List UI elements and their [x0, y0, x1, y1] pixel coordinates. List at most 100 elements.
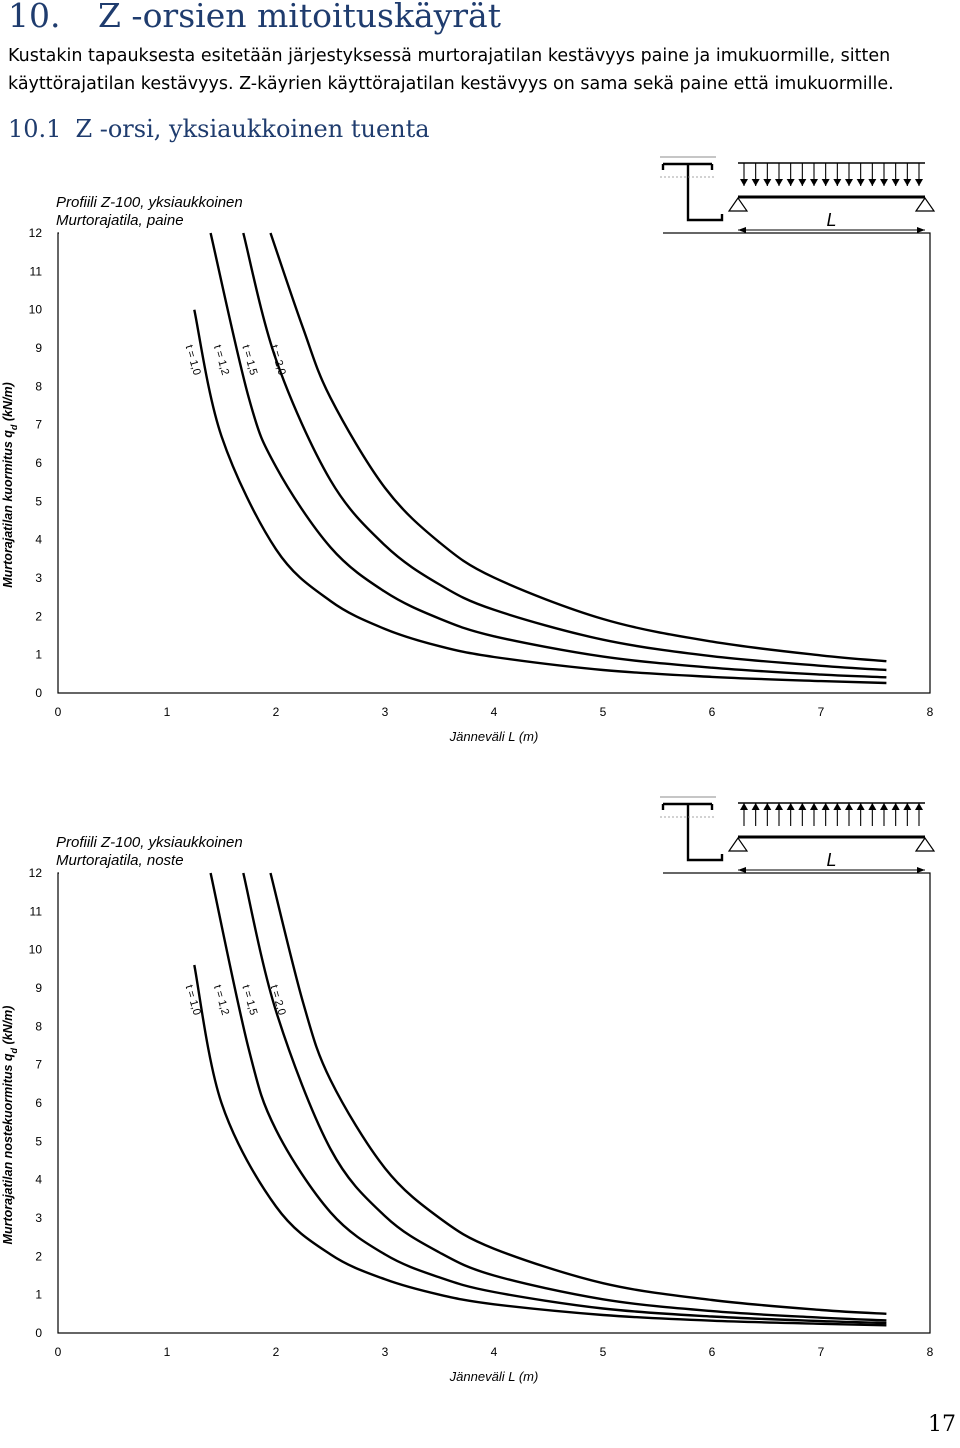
arrow-head-down — [763, 179, 772, 186]
y-tick-label: 3 — [35, 1211, 42, 1225]
series-label: t = 2,0 — [268, 344, 288, 377]
y-axis-label: Murtorajatilan kuormitus qd (kN/m) — [1, 382, 19, 588]
series-curve — [269, 232, 887, 663]
x-axis-label: Jänneväli L (m) — [449, 1369, 539, 1384]
plot-frame — [57, 232, 931, 694]
x-tick-label: 2 — [273, 705, 280, 719]
arrow-head-down — [833, 179, 842, 186]
x-tick-label: 7 — [818, 705, 825, 719]
y-axis-label-subscript: d — [9, 424, 19, 430]
y-tick-label: 5 — [35, 1134, 42, 1148]
arrow-head-down — [821, 179, 830, 186]
y-tick-label: 7 — [35, 418, 42, 432]
arrow-head-down — [880, 179, 888, 186]
x-tick-label: 1 — [164, 1345, 171, 1359]
arrow-head-down — [786, 179, 795, 186]
series-label: t = 1,2 — [211, 344, 231, 377]
arrow-head-up — [763, 803, 772, 810]
x-tick-label: 0 — [55, 1345, 62, 1359]
y-tick-label: 11 — [30, 264, 43, 278]
series-curve — [242, 232, 887, 672]
arrow-head-up — [845, 803, 853, 810]
arrow-head-down — [751, 179, 760, 186]
page-number: 17 — [928, 1412, 956, 1437]
arrow-head-down — [810, 179, 818, 186]
y-tick-label: 9 — [35, 341, 42, 355]
x-tick-label: 4 — [491, 1345, 498, 1359]
section-heading: 10.1 Z -orsi, yksiaukkoinen tuenta — [8, 115, 430, 143]
arrow-head-up — [775, 803, 783, 810]
y-tick-label: 12 — [29, 866, 43, 880]
chart-subtitle: Murtorajatila, noste — [56, 852, 184, 869]
y-tick-label: 12 — [29, 226, 43, 240]
arrow-head-up — [868, 803, 877, 810]
y-tick-label: 0 — [35, 686, 42, 700]
arrow-head-down — [891, 179, 900, 186]
x-tick-label: 5 — [600, 1345, 607, 1359]
arrow-head-up — [740, 803, 748, 810]
arrow-head-down — [868, 179, 877, 186]
x-tick-label: 0 — [55, 705, 62, 719]
chart-title: Profiili Z-100, yksiaukkoinen — [56, 834, 243, 851]
y-tick-label: 11 — [30, 904, 43, 918]
y-tick-label: 10 — [29, 303, 43, 317]
arrow-head-down — [856, 179, 865, 186]
arrow-head-down — [915, 179, 923, 186]
x-tick-label: 3 — [382, 1345, 389, 1359]
support-triangle — [914, 196, 936, 212]
x-tick-label: 3 — [382, 705, 389, 719]
series-curve — [193, 309, 887, 685]
y-tick-label: 5 — [35, 494, 42, 508]
x-tick-label: 6 — [709, 1345, 716, 1359]
x-tick-label: 1 — [164, 705, 171, 719]
y-tick-label: 4 — [35, 1173, 42, 1187]
y-tick-label: 0 — [35, 1326, 42, 1340]
y-tick-label: 10 — [29, 943, 43, 957]
y-tick-label: 1 — [35, 648, 42, 662]
x-tick-label: 6 — [709, 705, 716, 719]
arrow-head-down — [775, 179, 783, 186]
heading-title: Z -orsien mitoituskäyrät — [98, 0, 501, 35]
arrow-head-up — [856, 803, 865, 810]
y-axis-label-main: Murtorajatilan kuormitus q — [1, 430, 15, 588]
y-tick-label: 8 — [35, 379, 42, 393]
span-label: L — [826, 850, 836, 870]
y-axis-label-subscript: d — [9, 1047, 19, 1053]
beam-diagram: L — [727, 802, 936, 873]
y-tick-label: 2 — [35, 1249, 42, 1263]
arrow-head-up — [821, 803, 830, 810]
beam-diagram: L — [727, 162, 936, 233]
y-axis-label-unit: (kN/m) — [1, 382, 15, 424]
arrow-head-up — [903, 803, 912, 810]
series-label: t = 1,5 — [239, 984, 259, 1017]
y-tick-label: 7 — [35, 1058, 42, 1072]
page-heading: 10. Z -orsien mitoituskäyrät — [8, 0, 501, 35]
x-tick-label: 5 — [600, 705, 607, 719]
y-tick-label: 3 — [35, 571, 42, 585]
arrow-head-up — [810, 803, 818, 810]
arrow-head-down — [845, 179, 853, 186]
support-triangle — [727, 836, 749, 852]
arrow-head-down — [798, 179, 807, 186]
dimension-arrow-left — [738, 867, 746, 873]
dimension-arrow-right — [917, 227, 925, 233]
y-axis-label: Murtorajatilan nostekuormitus qd (kN/m) — [1, 1006, 19, 1245]
series-curve — [209, 872, 887, 1325]
y-tick-label: 4 — [35, 533, 42, 547]
y-axis-label-unit: (kN/m) — [1, 1006, 15, 1048]
x-tick-label: 8 — [927, 1345, 934, 1359]
support-triangle — [727, 196, 749, 212]
intro-paragraph: Kustakin tapauksesta esitetään järjestyk… — [8, 46, 894, 94]
x-tick-label: 4 — [491, 705, 498, 719]
series-curve — [193, 964, 887, 1327]
series-curve — [269, 872, 887, 1315]
x-tick-label: 8 — [927, 705, 934, 719]
dimension-arrow-left — [738, 227, 746, 233]
section-title: Z -orsi, yksiaukkoinen tuenta — [75, 115, 430, 143]
arrow-head-up — [880, 803, 888, 810]
heading-number: 10. — [8, 0, 61, 35]
z-profile-icon — [660, 796, 724, 862]
dimension-arrow-right — [917, 867, 925, 873]
y-tick-label: 6 — [35, 1096, 42, 1110]
